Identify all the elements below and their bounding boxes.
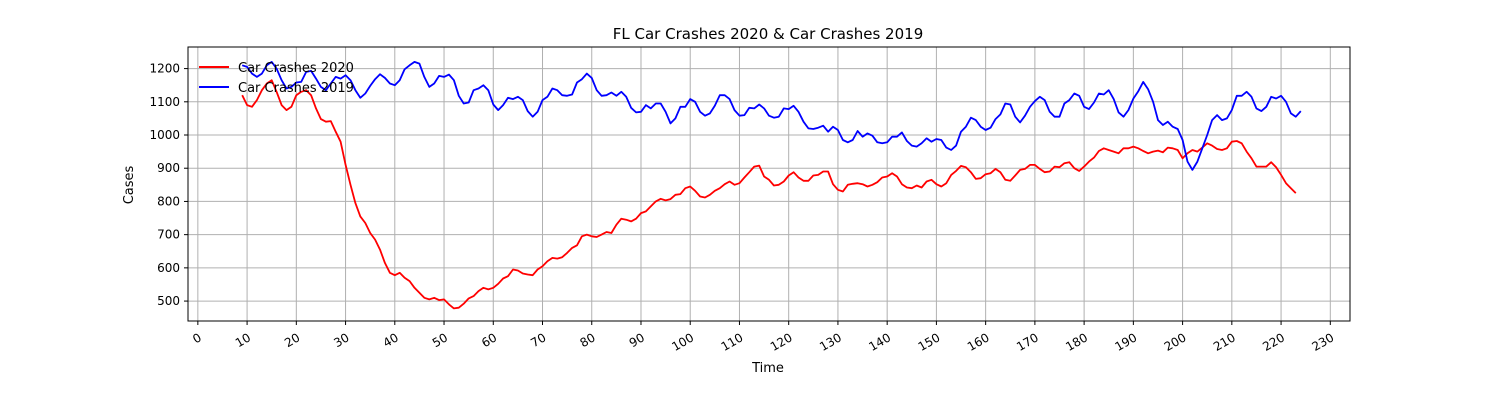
series-line-car-crashes-2019 xyxy=(241,61,1302,171)
y-tick-label: 1000 xyxy=(149,128,180,142)
y-tick-label: 500 xyxy=(157,294,180,308)
y-tick-label: 600 xyxy=(157,261,180,275)
x-tick-label: 50 xyxy=(430,330,450,350)
y-tick-label: 900 xyxy=(157,161,180,175)
x-tick-label: 10 xyxy=(233,330,253,350)
x-tick-label: 20 xyxy=(282,330,302,350)
legend-label-2020: Car Crashes 2020 xyxy=(238,61,354,76)
legend: Car Crashes 2020 Car Crashes 2019 xyxy=(199,61,354,96)
series-group xyxy=(241,61,1302,310)
series-line-car-crashes-2020 xyxy=(241,79,1297,310)
grid xyxy=(188,47,1350,321)
legend-label-2019: Car Crashes 2019 xyxy=(238,81,354,96)
x-axis-label: Time xyxy=(751,361,784,376)
plot-frame xyxy=(187,46,1351,322)
x-tick-label: 70 xyxy=(528,330,548,350)
x-tick-label: 40 xyxy=(381,330,401,350)
y-tick-label: 1200 xyxy=(149,62,180,76)
x-tick-label: 60 xyxy=(479,330,499,350)
y-tick-label: 800 xyxy=(157,194,180,208)
y-tick-label: 1100 xyxy=(149,95,180,109)
y-tick-label: 700 xyxy=(157,228,180,242)
y-axis-label: Cases xyxy=(122,165,137,204)
x-tick-label: 30 xyxy=(331,330,351,350)
chart-title: FL Car Crashes 2020 & Car Crashes 2019 xyxy=(613,25,923,43)
x-tick-label: 80 xyxy=(578,330,598,350)
x-tick-label: 90 xyxy=(627,330,647,350)
